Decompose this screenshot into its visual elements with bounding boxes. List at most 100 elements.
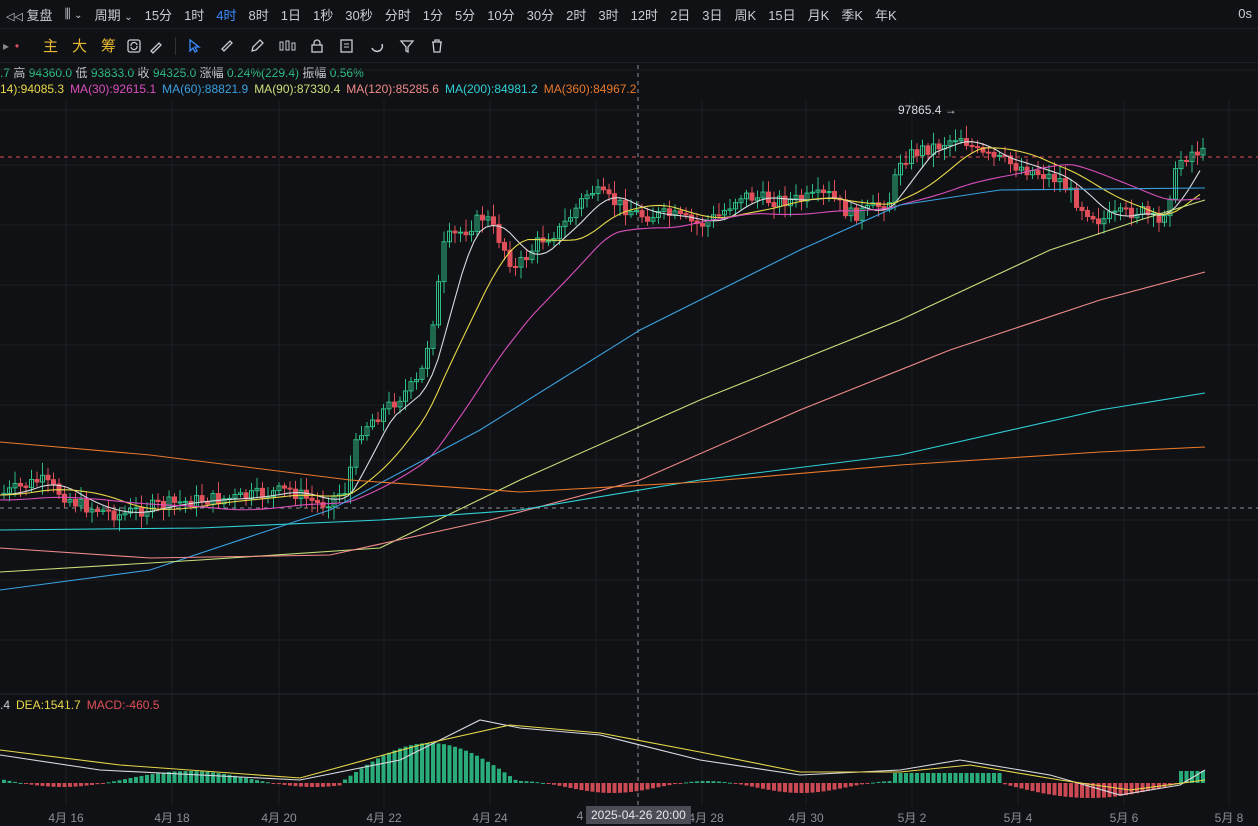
candle-body [40, 474, 45, 483]
macd-bar [1008, 783, 1013, 786]
period-17[interactable]: 周K [734, 7, 757, 23]
period-12[interactable]: 2时 [566, 7, 587, 23]
macd-bar [398, 748, 402, 783]
period-11[interactable]: 30分 [526, 7, 555, 23]
ruler-icon[interactable] [216, 35, 238, 57]
candle-body [359, 435, 364, 441]
macd-bar [161, 772, 166, 783]
period-4[interactable]: 1日 [280, 7, 301, 23]
macd-bar [79, 783, 83, 787]
macd-bar [656, 783, 661, 788]
macd-bar [167, 771, 171, 783]
period-15[interactable]: 2日 [670, 7, 691, 23]
candle-body [815, 189, 821, 193]
candles-icon[interactable] [276, 35, 298, 57]
candle-body [1052, 173, 1057, 183]
candle-body [859, 207, 865, 221]
macd-bar [145, 774, 149, 783]
macd-bar [750, 783, 754, 787]
filter-icon[interactable] [396, 35, 418, 57]
candle-body [474, 214, 480, 232]
chart-type-button[interactable]: ⫼ ⌄ [59, 6, 89, 22]
period-2[interactable]: 4时 [216, 7, 237, 23]
candle-body [749, 192, 755, 201]
x-tick-label: 5月 6 [1109, 811, 1139, 825]
candle-body [568, 217, 573, 222]
cursor-icon[interactable] [184, 35, 206, 57]
macd-bar [882, 781, 886, 783]
macd-bar [992, 773, 996, 783]
macd-bar [266, 782, 270, 784]
candle-body [634, 210, 639, 213]
macd-bar [282, 783, 287, 785]
replay-button[interactable]: ◁◁ 复盘 [6, 7, 53, 23]
candle-body [766, 191, 771, 204]
period-18[interactable]: 15日 [768, 7, 796, 23]
brush-icon[interactable] [145, 35, 167, 57]
candle-body [980, 147, 986, 153]
macd-bar [425, 743, 430, 783]
macd-bar [244, 777, 248, 783]
refresh-icon[interactable] [123, 35, 145, 57]
candle-body [832, 191, 837, 199]
period-19[interactable]: 月K [807, 7, 830, 23]
period-menu-button[interactable]: 周期 ⌄ [94, 7, 133, 23]
magnet-icon[interactable] [366, 35, 388, 57]
note-icon[interactable] [336, 35, 358, 57]
macd-bar [1129, 783, 1134, 795]
period-16[interactable]: 3日 [702, 7, 723, 23]
ma-line-90 [0, 199, 1206, 573]
candle-body [733, 202, 738, 210]
macd-bar [579, 783, 584, 791]
candle-body [535, 237, 540, 252]
macd-bar [233, 775, 237, 783]
candle-body [271, 490, 276, 498]
period-6[interactable]: 30秒 [345, 7, 373, 23]
candle-body [89, 508, 95, 513]
candle-body [172, 496, 177, 503]
period-3[interactable]: 8时 [248, 7, 269, 23]
candle-body [524, 257, 529, 261]
period-10[interactable]: 10分 [487, 7, 515, 23]
candle-body [397, 400, 403, 408]
candle-body [45, 474, 51, 481]
macd-bar [563, 783, 567, 787]
candle-body [458, 231, 463, 234]
expand-icon[interactable]: ▸ [2, 38, 10, 53]
x-tick-label: 5月 2 [897, 811, 927, 825]
trash-icon[interactable] [426, 35, 448, 57]
period-20[interactable]: 季K [841, 7, 864, 23]
lock-icon[interactable] [306, 35, 328, 57]
candle-body [936, 143, 942, 150]
period-7[interactable]: 分时 [384, 7, 411, 23]
candle-body [771, 202, 777, 208]
macd-bar [370, 761, 375, 783]
candle-body [1112, 210, 1118, 213]
period-14[interactable]: 12时 [630, 7, 659, 23]
period-13[interactable]: 3时 [598, 7, 619, 23]
pencil-icon[interactable] [246, 35, 268, 57]
macd-bar [1069, 783, 1073, 798]
period-5[interactable]: 1秒 [313, 7, 334, 23]
macd-bar [783, 783, 787, 793]
candle-body [683, 213, 689, 216]
candle-body [1079, 206, 1085, 212]
indicator-shortcut-0[interactable]: 主 [43, 38, 59, 55]
indicator-shortcut-1[interactable]: 大 [72, 38, 88, 55]
period-0[interactable]: 15分 [144, 7, 173, 23]
macd-bar [629, 783, 633, 792]
period-9[interactable]: 5分 [454, 7, 476, 23]
candle-body [804, 192, 810, 202]
macd-bar [409, 745, 413, 783]
candle-body [73, 498, 78, 507]
macd-bar [794, 783, 798, 793]
macd-bar [255, 780, 259, 783]
period-21[interactable]: 年K [875, 7, 897, 23]
period-8[interactable]: 1分 [422, 7, 443, 23]
candle-body [425, 347, 430, 369]
macd-bar [1041, 783, 1046, 794]
period-1[interactable]: 1时 [184, 7, 205, 23]
indicator-shortcut-2[interactable]: 筹 [101, 38, 117, 55]
macd-bar [1047, 783, 1051, 795]
